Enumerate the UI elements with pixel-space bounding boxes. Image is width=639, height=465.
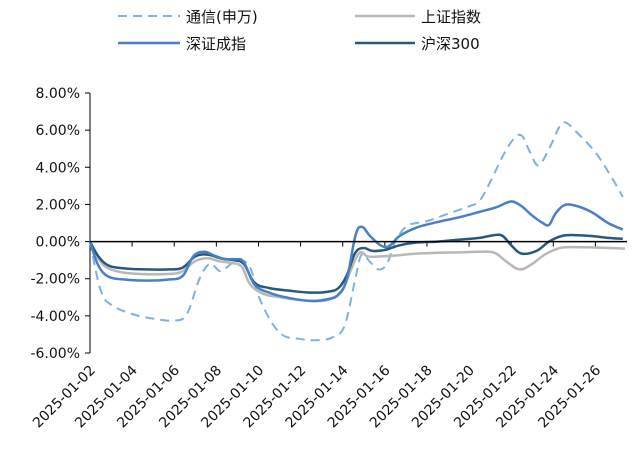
legend-label: 深证成指 [186,35,246,53]
y-tick-label: 6.00% [36,123,80,139]
y-tick-label: -2.00% [30,272,80,288]
y-tick-label: 8.00% [36,86,80,102]
series-line-3 [88,233,623,294]
legend-item-1: 上证指数 [355,8,481,26]
y-tick-label: -4.00% [30,309,80,325]
legend-item-3: 沪深300 [355,35,480,53]
legend-label: 沪深300 [421,35,480,53]
series-layer [88,121,625,342]
y-axis: -6.00% -4.00% -2.00% 0.00% 2.00% 4.00% 6.00% 8.… [30,86,91,362]
y-tick-label: 2.00% [36,197,80,213]
legend-item-2: 深证成指 [118,35,246,53]
legend-label: 通信(申万) [186,8,258,26]
series-line-2 [88,200,624,303]
y-tick-label: 0.00% [36,235,80,251]
series-line-0 [89,121,624,342]
y-tick-label: 4.00% [36,160,80,176]
legend-label: 上证指数 [421,8,481,26]
legend-item-0: 通信(申万) [118,8,258,26]
y-tick-label: -6.00% [30,346,80,362]
